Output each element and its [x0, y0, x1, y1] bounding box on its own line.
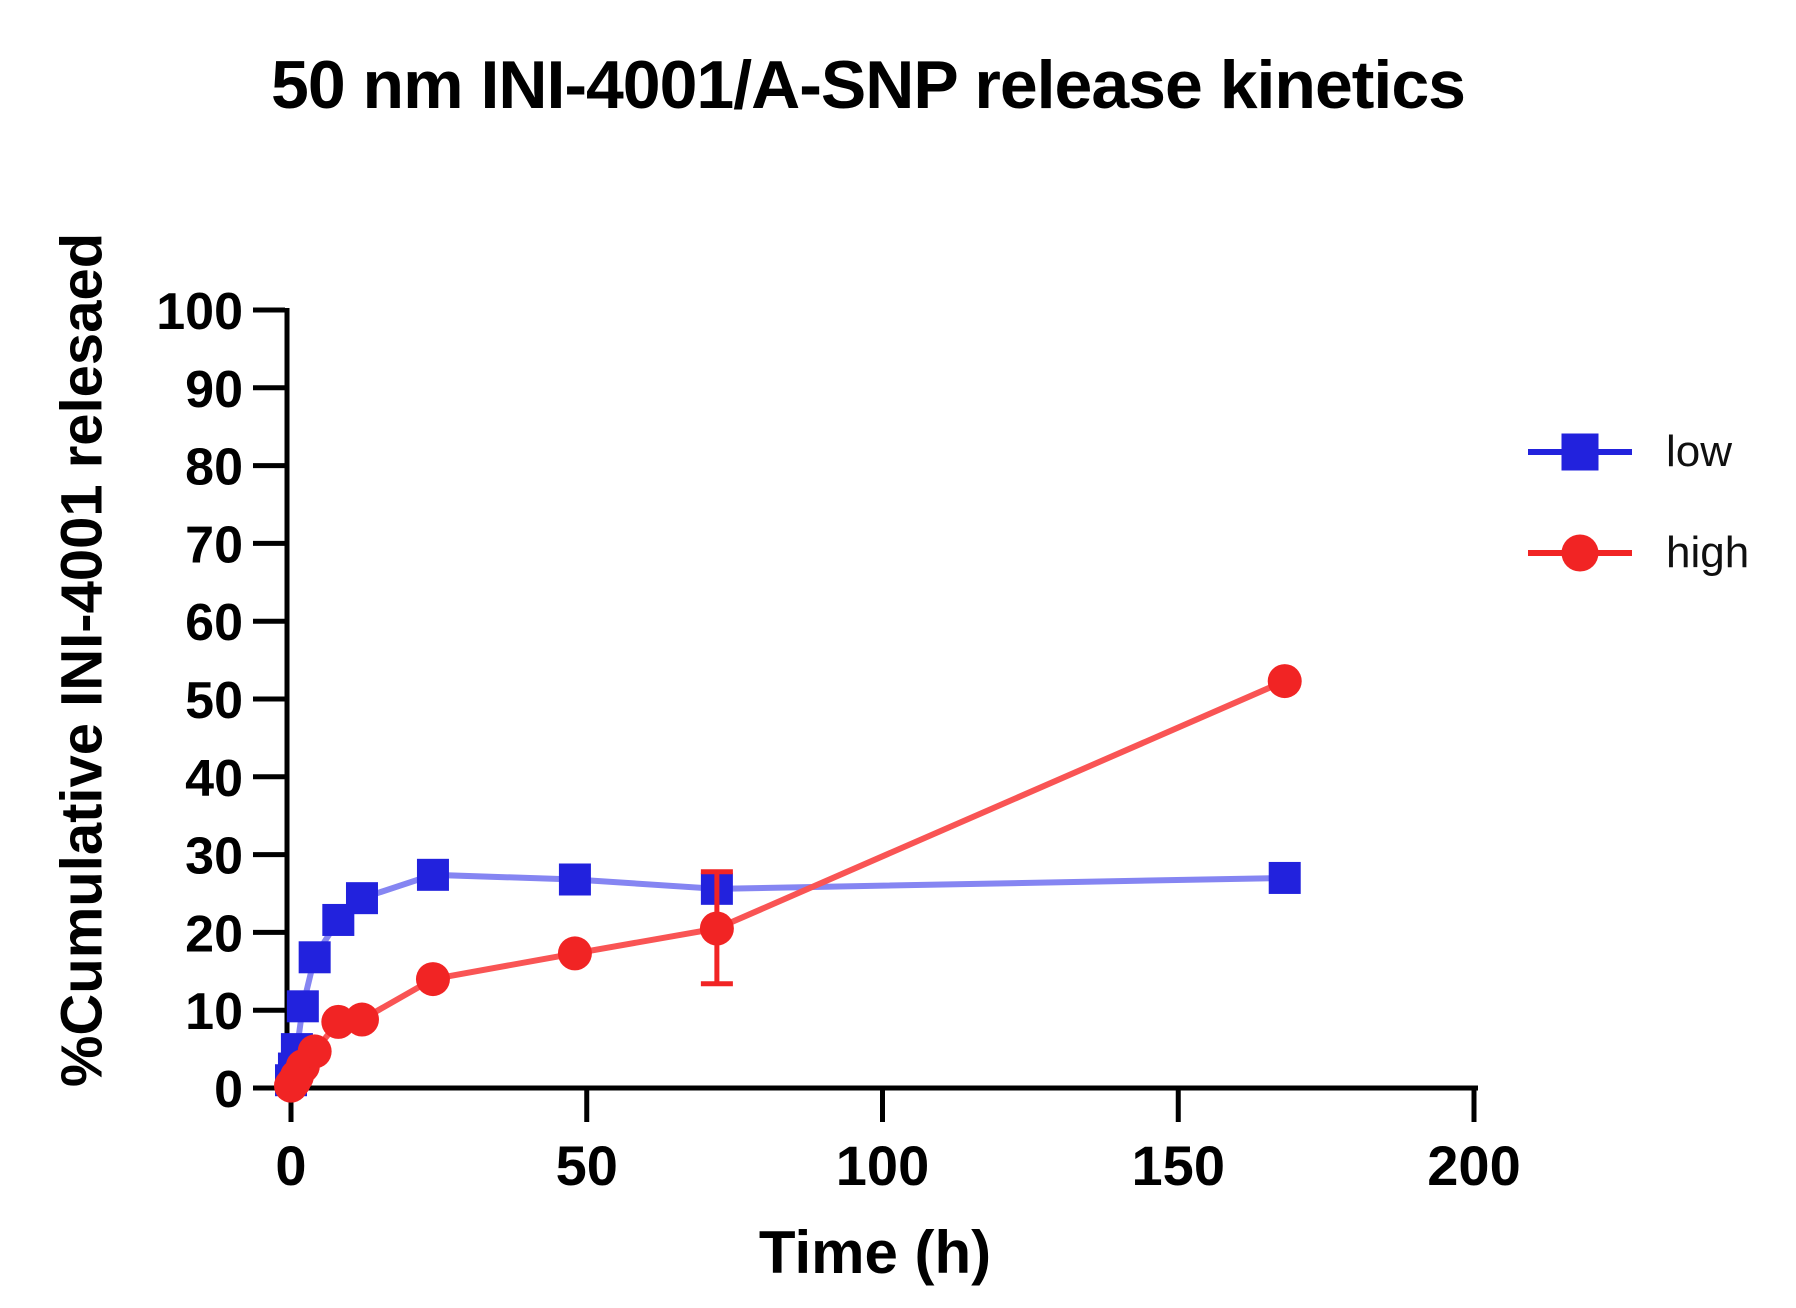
legend: low high	[1528, 415, 1749, 617]
legend-label-high: high	[1666, 528, 1750, 577]
x-axis-label: Time (h)	[758, 1219, 992, 1286]
chart-title: 50 nm INI-4001/A-SNP release kinetics	[271, 47, 1466, 123]
data-point-low	[345, 882, 378, 915]
data-point-low	[416, 858, 449, 891]
data-point-high	[415, 962, 450, 997]
y-tick-label: 50	[185, 672, 243, 730]
x-tick-label: 50	[556, 1134, 618, 1197]
y-tick-label: 90	[185, 361, 243, 419]
x-tick-label: 100	[836, 1134, 929, 1197]
data-point-low	[1268, 861, 1301, 894]
y-tick-label: 40	[185, 750, 243, 808]
data-point-low	[298, 941, 331, 974]
legend-entry-low: low	[1528, 415, 1749, 489]
x-tick-label: 0	[275, 1134, 306, 1197]
y-tick-label: 100	[156, 283, 243, 341]
high-series-marker-icon	[1528, 529, 1632, 577]
legend-label-low: low	[1666, 427, 1733, 476]
y-tick-label: 10	[185, 983, 243, 1041]
x-tick-label: 150	[1132, 1134, 1225, 1197]
legend-square-marker	[1561, 433, 1599, 471]
legend-circle-marker	[1561, 534, 1599, 572]
legend-entry-high: high	[1528, 516, 1749, 590]
data-point-low	[558, 863, 591, 896]
data-point-high	[297, 1034, 332, 1069]
y-tick-label: 0	[214, 1061, 243, 1119]
x-tick-label: 200	[1427, 1134, 1520, 1197]
y-tick-label: 30	[185, 828, 243, 886]
y-tick-label: 70	[185, 516, 243, 574]
data-point-high	[344, 1002, 379, 1037]
data-point-high	[557, 936, 592, 971]
data-point-high	[699, 911, 734, 946]
data-point-high	[1267, 664, 1302, 699]
y-tick-label: 60	[185, 594, 243, 652]
data-point-low	[286, 990, 319, 1023]
y-tick-label: 80	[185, 439, 243, 497]
low-series-marker-icon	[1528, 428, 1632, 476]
y-tick-label: 20	[185, 905, 243, 963]
